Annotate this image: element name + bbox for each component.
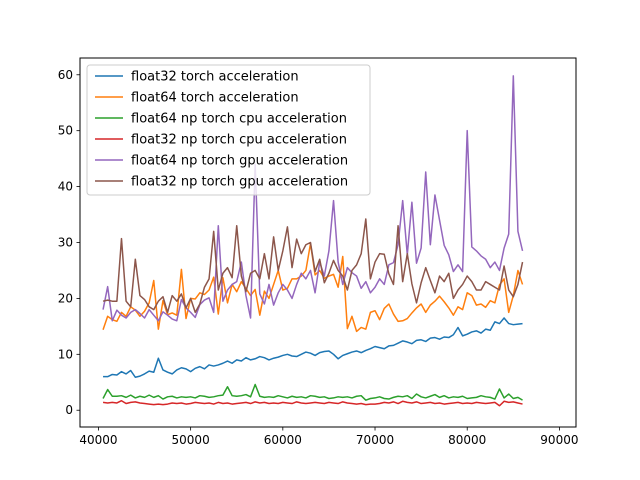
y-tick-label: 60 [58, 68, 73, 82]
x-tick-label: 60000 [264, 433, 302, 447]
legend-label-6: float32 np torch gpu acceleration [131, 175, 348, 190]
legend-label-1: float32 torch acceleration [131, 70, 299, 85]
legend-box [86, 64, 371, 196]
series-line-3 [102, 383, 523, 401]
x-tick-label: 70000 [356, 433, 394, 447]
legend-label-3: float64 np torch cpu acceleration [131, 112, 347, 127]
series-line-6 [102, 218, 524, 314]
legend-label-4: float32 np torch cpu acceleration [131, 133, 347, 148]
y-tick-label: 30 [58, 236, 73, 250]
y-tick-label: 20 [58, 291, 73, 305]
x-tick-label: 40000 [79, 433, 117, 447]
series-layer [102, 75, 524, 407]
y-tick-label: 10 [58, 347, 73, 361]
series-line-1 [103, 317, 523, 378]
series-line-4 [102, 399, 523, 407]
y-axis: 0 10 20 30 40 50 60 [58, 68, 80, 417]
series-line-5 [102, 75, 524, 322]
y-tick-label: 0 [65, 403, 73, 417]
x-tick-label: 90000 [540, 433, 578, 447]
legend-label-5: float64 np torch gpu acceleration [131, 154, 348, 169]
x-tick-label: 50000 [172, 433, 210, 447]
y-tick-label: 40 [58, 180, 73, 194]
legend-label-2: float64 torch acceleration [131, 91, 299, 106]
x-axis: 40000 50000 60000 70000 80000 90000 [79, 427, 578, 447]
legend: float32 torch acceleration float64 torch … [86, 64, 371, 196]
x-tick-label: 80000 [448, 433, 486, 447]
y-tick-label: 50 [58, 124, 73, 138]
